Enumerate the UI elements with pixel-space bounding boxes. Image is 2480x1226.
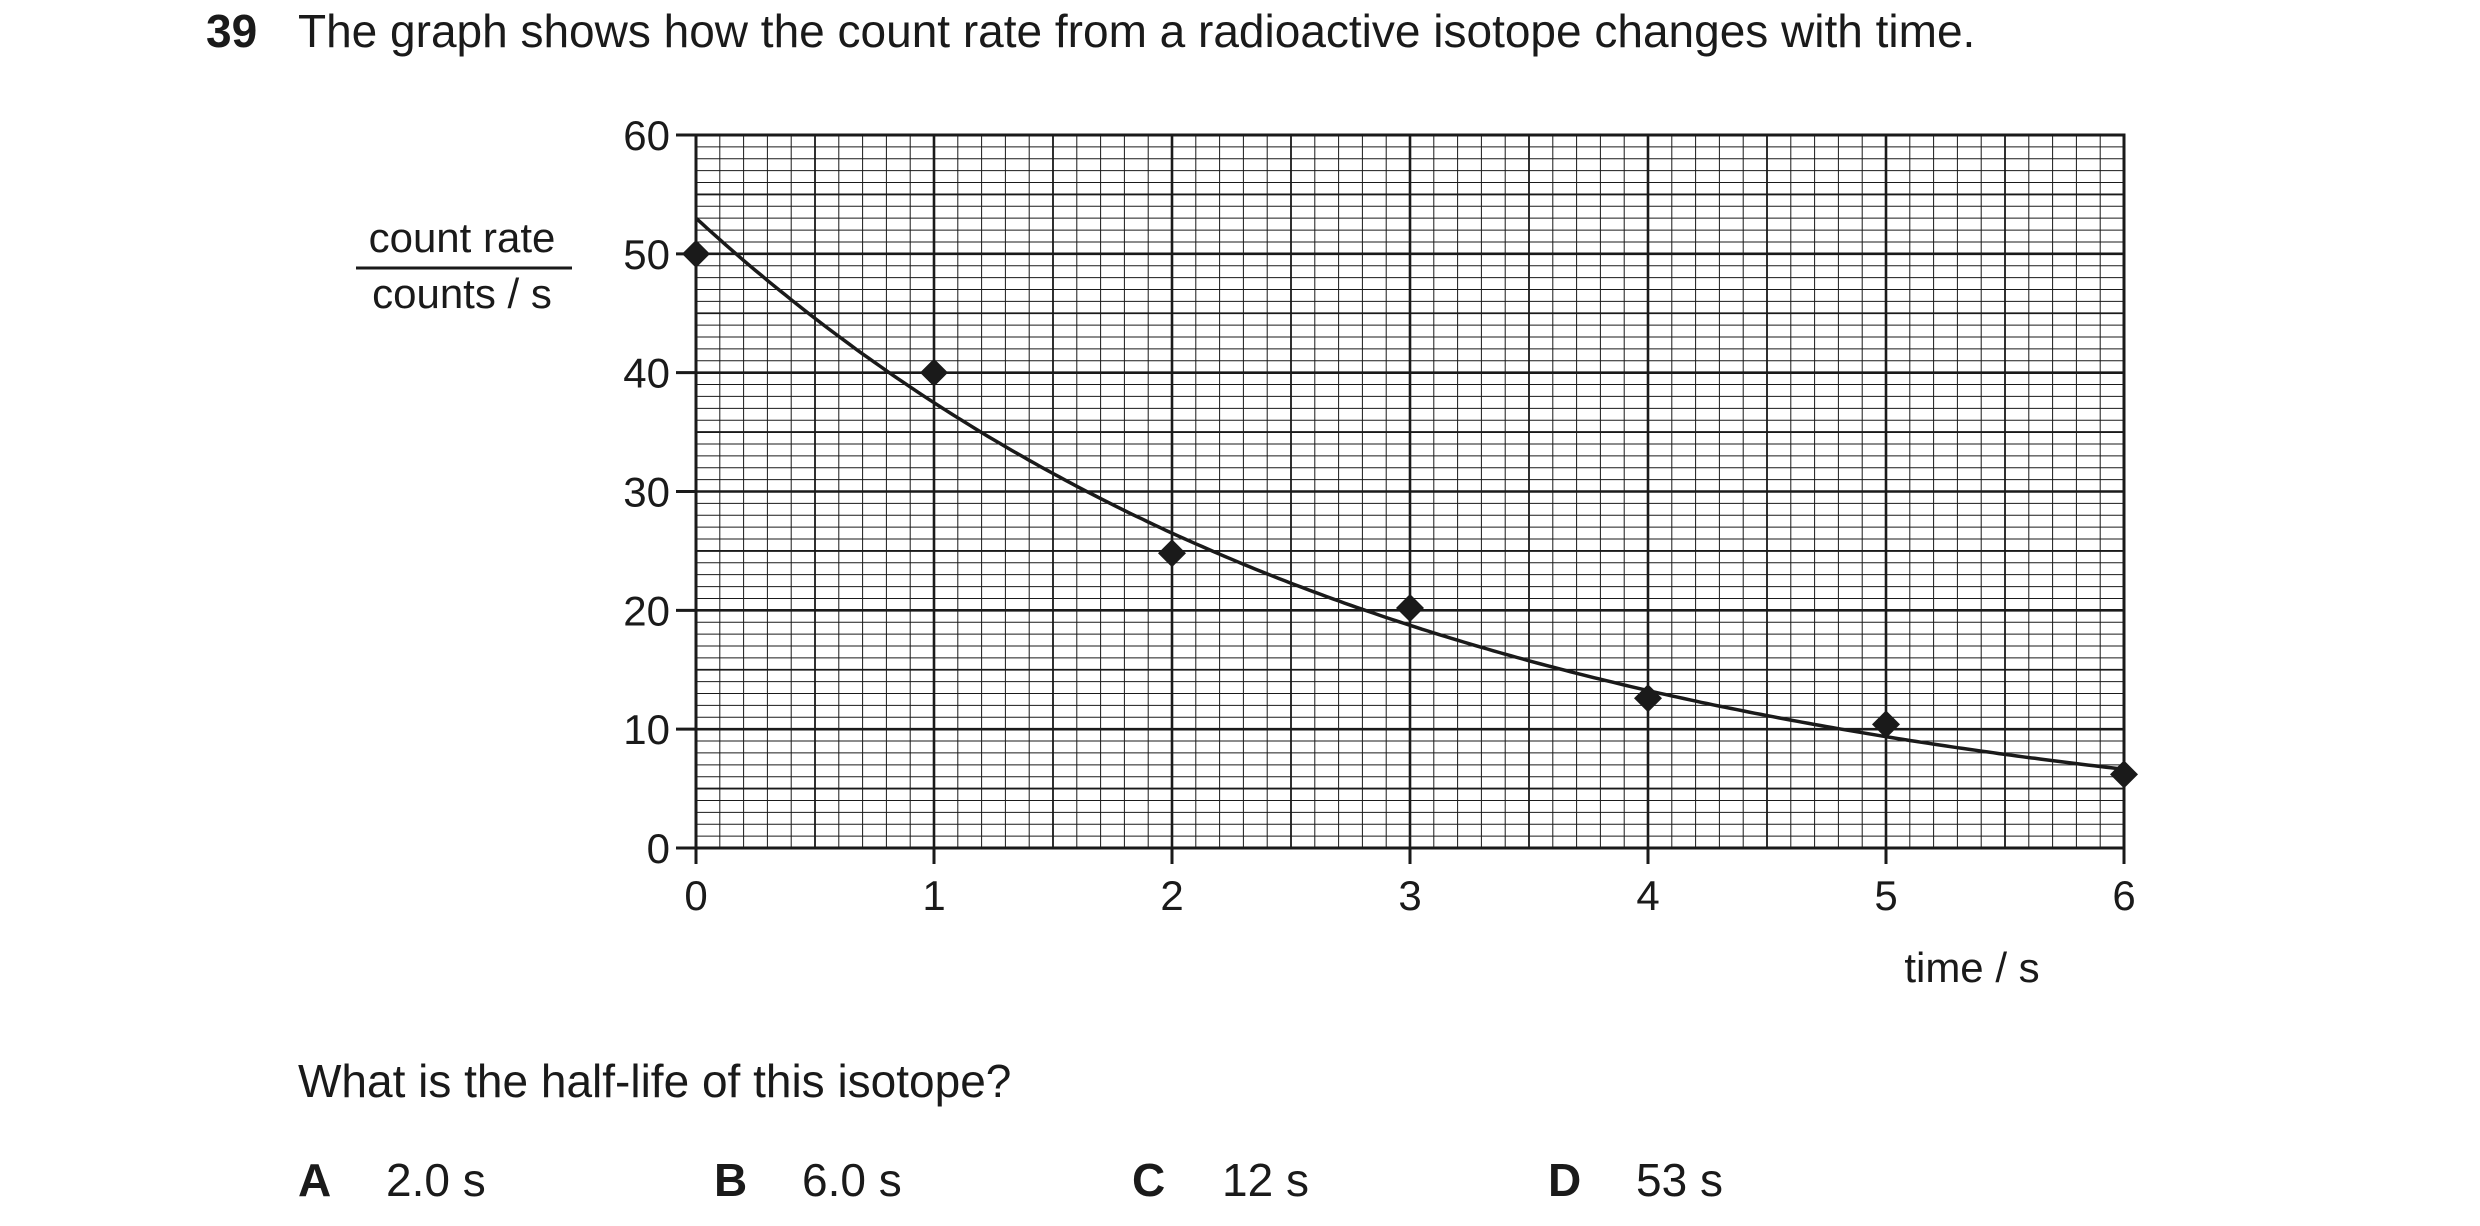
y-tick-label: 10 [623,706,670,753]
data-point-1 [920,358,948,387]
x-tick-label: 0 [684,872,707,919]
data-point-5 [1872,710,1900,739]
question-number: 39 [206,5,258,57]
option-b-letter: B [714,1154,748,1206]
data-points [682,239,2138,789]
x-tick-label: 6 [2112,872,2135,919]
y-tick-label: 60 [623,112,670,159]
option-a-value: 2.0 s [386,1154,486,1206]
option-c-value: 12 s [1222,1154,1309,1206]
y-tick-label: 40 [623,350,670,397]
y-axis-label-top: count rate [369,214,556,261]
x-tick-label: 3 [1398,872,1421,919]
x-tick-label: 4 [1636,872,1659,919]
data-point-0 [682,239,710,268]
x-tick-label: 5 [1874,872,1897,919]
option-c-letter: C [1132,1154,1166,1206]
count-rate-chart: 0 1 2 3 4 5 6 0 10 20 30 40 50 60 count rate counts … [356,112,2138,991]
option-d-value: 53 s [1636,1154,1723,1206]
question-prompt: What is the half-life of this isotope? [298,1055,1012,1107]
y-tick-label: 50 [623,231,670,278]
y-tick-labels: 0 10 20 30 40 50 60 [623,112,670,872]
y-tick-label: 20 [623,587,670,634]
data-point-2 [1158,539,1186,568]
option-d-letter: D [1548,1154,1582,1206]
question-text: The graph shows how the count rate from … [298,5,1976,57]
axes [676,133,2126,864]
data-point-3 [1396,593,1424,622]
option-a-letter: A [298,1154,332,1206]
x-tick-label: 2 [1160,872,1183,919]
data-point-6 [2110,760,2138,789]
x-tick-labels: 0 1 2 3 4 5 6 [684,872,2135,919]
x-tick-label: 1 [922,872,945,919]
y-tick-label: 30 [623,469,670,516]
x-axis-label: time / s [1904,944,2039,991]
y-tick-label: 0 [647,825,670,872]
option-b-value: 6.0 s [802,1154,902,1206]
data-point-4 [1634,684,1662,713]
y-axis-label-bottom: counts / s [372,270,552,317]
